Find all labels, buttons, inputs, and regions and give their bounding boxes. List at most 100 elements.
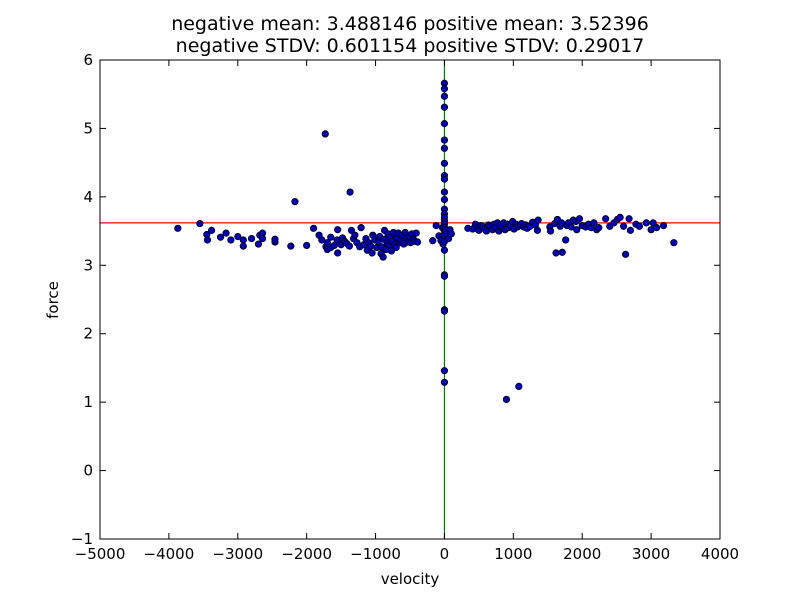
data-point <box>254 240 263 248</box>
x-tick-label: −4000 <box>144 545 195 563</box>
data-point <box>432 221 440 230</box>
data-point <box>387 247 395 255</box>
data-point <box>440 367 449 375</box>
data-point <box>258 234 267 243</box>
data-point <box>447 230 455 238</box>
plot-area <box>99 59 721 540</box>
y-axis-label: force <box>44 281 62 319</box>
y-tick-label: 6 <box>83 51 93 69</box>
data-point <box>626 226 635 234</box>
data-point <box>440 175 449 183</box>
data-point <box>203 236 212 244</box>
x-tick-label: −2000 <box>281 545 332 563</box>
data-point <box>622 250 630 258</box>
data-point <box>558 248 566 256</box>
data-point <box>367 242 375 250</box>
y-axis: −1 0 1 2 3 4 5 6 <box>71 51 720 548</box>
data-point <box>287 242 295 250</box>
data-point <box>440 307 449 315</box>
data-point <box>635 222 644 230</box>
data-point <box>440 188 449 196</box>
data-point <box>239 242 247 250</box>
data-point <box>216 233 225 241</box>
data-point <box>602 215 610 223</box>
data-point <box>625 215 633 223</box>
data-point <box>321 130 329 138</box>
data-point <box>440 159 449 167</box>
data-point <box>653 224 661 232</box>
data-point <box>659 221 668 230</box>
x-tick-label: 3000 <box>632 545 670 563</box>
data-point <box>291 198 299 206</box>
data-point <box>502 395 511 404</box>
data-point <box>196 219 204 228</box>
data-point <box>575 215 584 223</box>
data-point <box>429 237 437 245</box>
data-point <box>239 236 247 244</box>
data-point <box>440 144 449 152</box>
data-point <box>440 378 449 386</box>
data-point <box>619 222 628 230</box>
data-point <box>440 120 449 128</box>
data-point <box>227 236 235 244</box>
y-tick-label: 5 <box>83 119 93 137</box>
data-point <box>334 226 342 234</box>
data-point <box>440 85 449 93</box>
data-point <box>234 232 242 241</box>
data-point <box>546 227 555 235</box>
chart-title-line-1: negative mean: 3.488146 positive mean: 3… <box>171 13 649 35</box>
data-point <box>208 226 216 234</box>
data-point <box>440 246 449 254</box>
x-tick-label: 0 <box>440 545 450 563</box>
x-tick-label: 1000 <box>494 545 532 563</box>
data-point <box>247 234 256 243</box>
plot-frame <box>99 59 721 540</box>
data-point <box>440 195 449 204</box>
x-tick-label: −5000 <box>75 545 126 563</box>
data-point <box>534 216 542 224</box>
data-point <box>303 241 311 250</box>
data-point <box>649 219 657 227</box>
y-tick-label: 4 <box>83 188 93 206</box>
data-point <box>573 226 581 234</box>
data-point <box>368 249 376 257</box>
data-point <box>357 224 365 232</box>
x-tick-label: −3000 <box>212 545 263 563</box>
data-point <box>309 224 318 232</box>
data-point <box>515 382 523 391</box>
data-point <box>642 219 650 227</box>
scatter-points <box>174 79 678 404</box>
data-point <box>533 226 542 234</box>
x-tick-label: 2000 <box>563 545 601 563</box>
data-point <box>174 224 182 232</box>
data-point <box>413 238 422 246</box>
data-point <box>412 229 420 237</box>
data-point <box>440 272 449 280</box>
chart-title-line-2: negative STDV: 0.601154 positive STDV: 0… <box>176 35 645 57</box>
data-point <box>345 242 353 250</box>
data-point <box>392 243 400 252</box>
y-tick-label: 0 <box>83 462 93 480</box>
data-point <box>440 103 449 111</box>
data-point <box>271 235 279 243</box>
data-point <box>351 231 359 239</box>
data-point <box>562 236 570 244</box>
data-point <box>440 92 449 100</box>
x-tick-label: −1000 <box>350 545 401 563</box>
data-point <box>327 233 335 241</box>
data-point <box>595 224 603 232</box>
y-tick-label: 3 <box>83 256 93 274</box>
x-axis-label: velocity <box>381 570 440 588</box>
data-point <box>616 213 624 221</box>
data-point <box>379 253 387 261</box>
plot-background <box>100 60 720 539</box>
data-point <box>323 239 331 247</box>
data-point <box>222 229 230 237</box>
data-point <box>670 239 678 247</box>
data-point <box>334 249 342 257</box>
x-tick-label: 4000 <box>701 545 739 563</box>
data-point <box>552 249 560 257</box>
data-point <box>440 136 449 144</box>
y-tick-label: 1 <box>83 393 93 411</box>
